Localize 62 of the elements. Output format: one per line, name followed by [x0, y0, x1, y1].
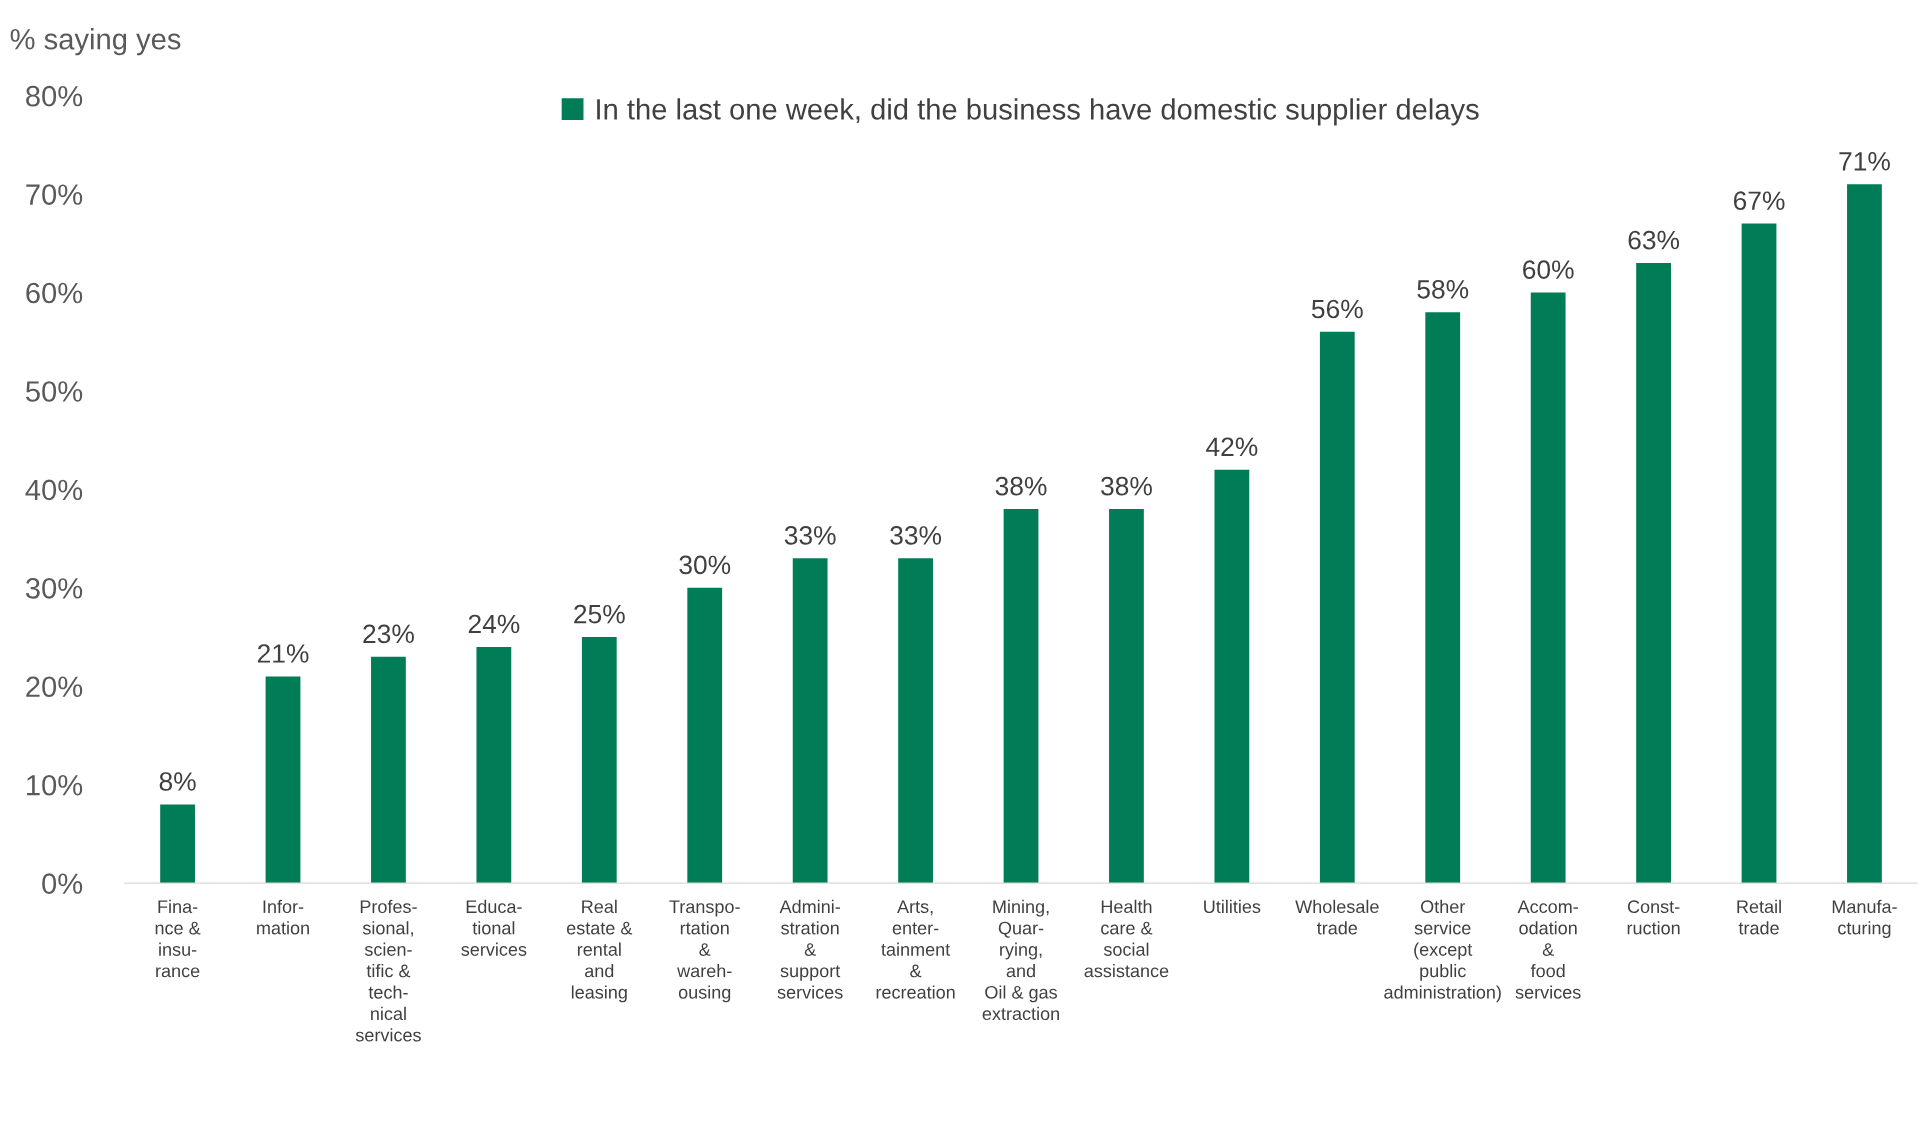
data-label: 71% — [1839, 152, 1890, 171]
data-label: 33% — [890, 526, 942, 545]
data-label: 56% — [1311, 299, 1363, 319]
data-label: 25% — [574, 604, 625, 624]
data-label: 60% — [1523, 260, 1574, 279]
x-tick-label: Arts, enter- tainment & recreation — [876, 900, 955, 999]
bar — [1847, 184, 1882, 884]
bar — [1530, 292, 1566, 884]
data-label: 21% — [257, 644, 309, 663]
bar — [160, 804, 195, 884]
data-label: 23% — [363, 624, 414, 644]
x-tick-label: Wholesale trade — [1295, 899, 1379, 935]
data-label: 42% — [1206, 437, 1258, 457]
bar — [792, 558, 828, 884]
y-tick-label: 20% — [26, 676, 83, 698]
y-axis-title: % saying yes — [10, 28, 181, 56]
x-tick-label: Infor- mation — [257, 899, 309, 935]
x-tick-label: Fina- nce & insu- rance — [155, 899, 201, 978]
y-tick-label: 0% — [42, 873, 83, 894]
x-tick-label: Mining, Quar- rying, and Oil & gas extraction — [982, 899, 1059, 1021]
x-tick-label: Health care & social assistance — [1084, 899, 1169, 978]
bar — [1741, 223, 1777, 884]
x-tick-label: Manufa- cturing — [1832, 899, 1897, 939]
x-tick-label: Utilities — [1204, 899, 1261, 914]
bar — [1425, 312, 1461, 884]
x-tick-label: Const- ruction — [1627, 900, 1680, 935]
bar — [1214, 469, 1250, 884]
x-tick-label: Retail trade — [1737, 899, 1781, 935]
x-tick-label: Profes- sional, scien- tific & tech- nical services — [355, 899, 421, 1042]
x-tick-label: Other service (except public administration) — [1384, 899, 1501, 1003]
bar — [1003, 509, 1039, 884]
data-label: 38% — [1101, 476, 1152, 496]
y-tick-label: 50% — [25, 381, 83, 402]
data-label: 30% — [679, 555, 731, 575]
data-label: 38% — [995, 476, 1047, 496]
bar — [581, 637, 617, 884]
x-tick-label: Educa- tional services — [461, 899, 527, 956]
legend-label: In the last one week, did the business have domestic supplier delays — [597, 98, 1479, 126]
data-label: 24% — [468, 614, 520, 634]
bar — [898, 558, 933, 884]
bar — [371, 656, 406, 884]
bar — [476, 646, 512, 884]
y-tick-label: 70% — [26, 184, 83, 205]
y-tick-label: 80% — [26, 85, 83, 107]
data-label: 63% — [1628, 230, 1680, 250]
bar — [687, 587, 723, 884]
data-label: 67% — [1733, 191, 1785, 211]
x-tick-label: Accom- odation & food services — [1515, 900, 1581, 999]
bar — [1109, 509, 1144, 884]
y-tick-label: 30% — [25, 578, 83, 599]
y-tick-label: 60% — [26, 282, 83, 304]
y-tick-label: 10% — [27, 774, 83, 796]
bar — [1319, 331, 1355, 884]
data-label: 33% — [784, 526, 836, 545]
data-label: 58% — [1417, 279, 1469, 299]
bar — [265, 676, 301, 884]
data-label: 8% — [159, 772, 196, 791]
x-tick-label: Transpo- rtation & wareh- ousing — [669, 900, 740, 1003]
x-tick-label: Real estate & rental and leasing — [566, 899, 633, 1003]
x-tick-label: Admini- stration & support services — [777, 899, 843, 999]
y-tick-label: 40% — [25, 479, 83, 501]
bar — [1636, 262, 1671, 884]
